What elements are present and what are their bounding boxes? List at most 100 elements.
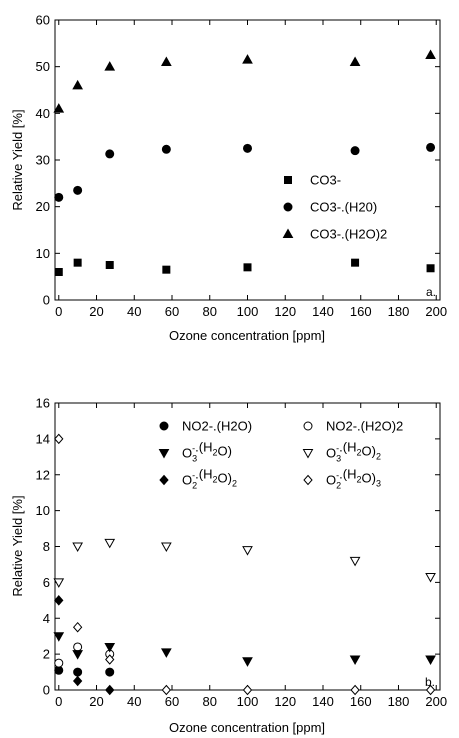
y-tick-label: 0 xyxy=(43,683,50,698)
legend-marker xyxy=(159,421,169,431)
y-tick-label: 12 xyxy=(36,467,50,482)
data-point xyxy=(425,655,436,666)
y-tick-label: 60 xyxy=(36,13,50,28)
legend-label: NO2-.(H2O)2 xyxy=(326,419,403,434)
y-tick-label: 2 xyxy=(43,647,50,662)
data-point xyxy=(54,192,64,202)
y-tick-label: 6 xyxy=(43,575,50,590)
x-tick-label: 80 xyxy=(203,694,217,709)
y-tick-label: 20 xyxy=(36,199,50,214)
data-point xyxy=(105,149,115,159)
data-point xyxy=(242,546,253,556)
y-tick-label: 16 xyxy=(36,396,50,411)
data-point xyxy=(242,684,253,696)
x-tick-label: 40 xyxy=(127,694,141,709)
panel-label-a: a. xyxy=(426,285,436,299)
data-point xyxy=(349,56,361,66)
legend-b: NO2-.(H2O) NO2-.(H2O)2 O3-.(H2O) O3-.(H2O)2… xyxy=(158,419,403,491)
x-tick-label: 40 xyxy=(127,304,141,319)
data-point xyxy=(242,54,253,64)
panel-a: 0 20 40 60 80 100 120 140 160 180 200 0 10 20 30 40 50 60… xyxy=(10,13,447,344)
data-point xyxy=(160,648,172,658)
data-point xyxy=(243,263,252,272)
y-tick-label: 4 xyxy=(43,611,50,626)
legend-marker xyxy=(284,176,292,184)
legend-label: O3-.(H2O)2 xyxy=(326,440,381,464)
data-point xyxy=(161,144,171,154)
x-axis-label-b: Ozone concentration [ppm] xyxy=(169,720,325,735)
data-point xyxy=(425,684,436,696)
y-tick-label: 8 xyxy=(43,539,50,554)
y-tick-label: 10 xyxy=(36,503,50,518)
data-point xyxy=(53,103,65,113)
legend-label: O3-.(H2O) xyxy=(182,440,232,464)
x-tick-label: 0 xyxy=(55,694,62,709)
legend-marker xyxy=(283,202,293,212)
x-tick-label: 120 xyxy=(274,694,296,709)
data-point xyxy=(104,61,116,71)
data-point xyxy=(426,264,435,273)
legend-label: CO3- xyxy=(310,173,341,188)
x-tick-label: 160 xyxy=(350,304,372,319)
data-point xyxy=(350,684,360,696)
data-point xyxy=(72,621,83,633)
panel-label-b: b. xyxy=(425,675,435,689)
data-point xyxy=(72,542,84,553)
data-point xyxy=(104,642,116,653)
y-tick-label: 14 xyxy=(36,431,50,446)
data-point xyxy=(350,146,360,156)
data-point xyxy=(73,642,83,652)
data-point xyxy=(54,433,64,445)
data-point xyxy=(54,595,64,606)
data-point xyxy=(242,657,253,667)
data-point xyxy=(54,658,64,668)
data-point xyxy=(105,667,115,677)
legend-a: CO3- CO3-.(H20) CO3-.(H2O)2 xyxy=(282,173,387,242)
data-point xyxy=(161,684,172,696)
data-point xyxy=(243,143,252,153)
data-point xyxy=(53,578,65,588)
x-tick-label: 140 xyxy=(312,694,334,709)
x-tick-label: 200 xyxy=(425,694,447,709)
data-point xyxy=(72,79,84,90)
data-point xyxy=(351,258,360,267)
x-tick-label: 80 xyxy=(203,304,217,319)
legend-label: CO3-.(H2O)2 xyxy=(310,227,387,242)
y-tick-label: 10 xyxy=(36,246,50,261)
data-point xyxy=(349,556,361,567)
x-tick-label: 160 xyxy=(350,694,372,709)
x-tick-label: 180 xyxy=(388,304,410,319)
x-tick-label: 20 xyxy=(89,304,103,319)
x-tick-label: 200 xyxy=(425,304,447,319)
x-tick-label: 140 xyxy=(312,304,334,319)
legend-label: O2-.(H2O)2 xyxy=(182,467,237,491)
x-axis-label-a: Ozone concentration [ppm] xyxy=(169,328,325,343)
x-tick-label: 120 xyxy=(274,304,296,319)
legend-marker xyxy=(303,421,313,431)
y-axis-label-b: Relative Yield [%] xyxy=(10,495,25,596)
data-point xyxy=(162,265,171,274)
legend-marker xyxy=(159,474,169,486)
legend-marker xyxy=(302,449,314,459)
legend-marker xyxy=(158,449,170,459)
data-point xyxy=(72,650,84,660)
y-tick-label: 40 xyxy=(36,106,50,121)
data-point xyxy=(105,654,115,665)
x-tick-label: 20 xyxy=(89,694,103,709)
data-point xyxy=(349,655,361,666)
x-tick-label: 60 xyxy=(165,304,179,319)
data-point xyxy=(53,632,65,642)
legend-label: O2-.(H2O)3 xyxy=(326,467,381,491)
y-axis-label-a: Relative Yield [%] xyxy=(10,109,25,210)
data-point xyxy=(425,572,436,583)
axis-ticks-a: 0 20 40 60 80 100 120 140 160 180 200 0 10 20 30 40 50 60 xyxy=(36,13,448,320)
legend-marker xyxy=(303,474,313,486)
data-point xyxy=(73,258,82,267)
panel-b: 0 20 40 60 80 100 120 140 160 180 200 0 2 4 6 8 10 12 14 16… xyxy=(10,396,447,736)
data-point xyxy=(72,675,83,687)
axis-ticks-b: 0 20 40 60 80 100 120 140 160 180 200 0 2 4 6 8 10 12 14 16 xyxy=(36,396,448,710)
data-marks-a xyxy=(53,49,436,276)
x-tick-label: 100 xyxy=(237,694,259,709)
data-point xyxy=(105,261,114,269)
